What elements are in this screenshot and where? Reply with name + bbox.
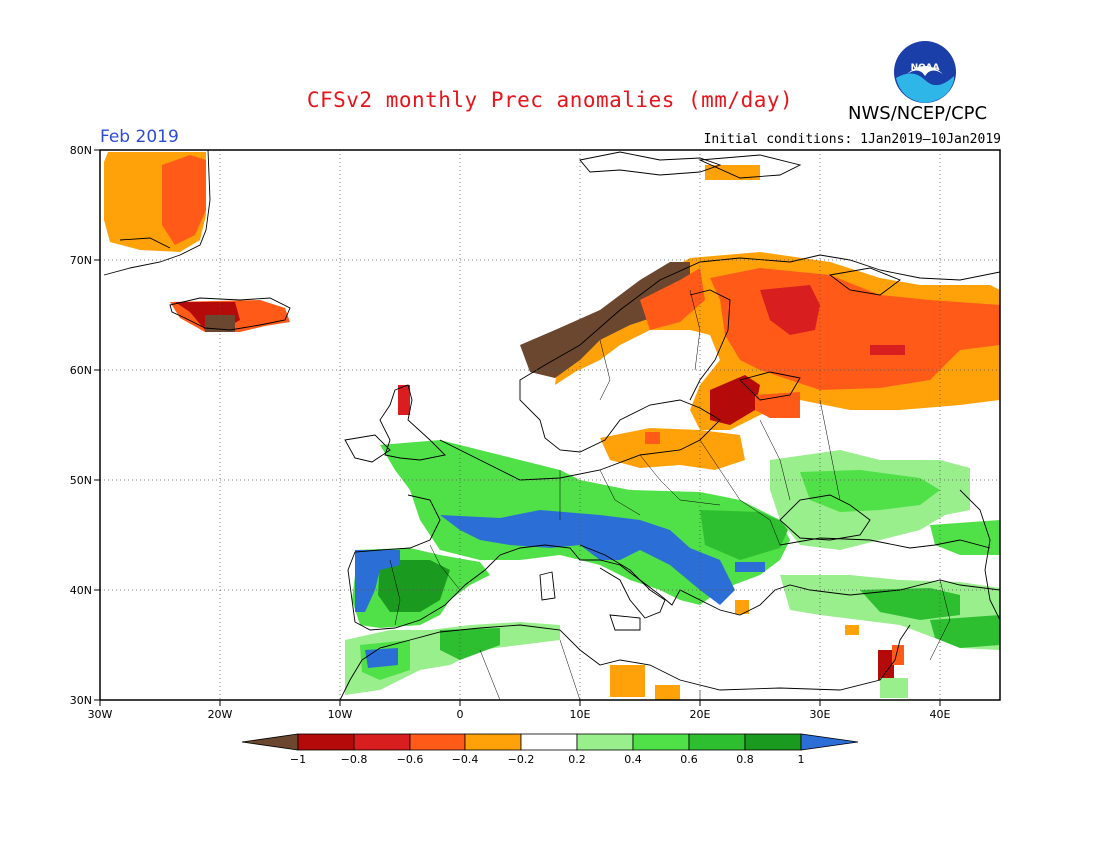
region-levant-dry (878, 650, 894, 680)
lon-tick-0: 0 (457, 708, 464, 721)
colorbar-swatch-3 (409, 733, 466, 751)
region-levant (930, 615, 1000, 648)
colorbar-swatch-gt-1 (800, 733, 859, 751)
lon-tick-30w: 30W (88, 708, 113, 721)
region-crete-dry (845, 625, 859, 635)
colorbar-label-9: 1 (798, 753, 805, 766)
colorbar-swatch-2 (353, 733, 411, 751)
colorbar-swatch-7 (632, 733, 690, 751)
region-iberia-blue (355, 550, 400, 612)
region-iceland-dry (205, 315, 235, 332)
lat-tick-labels: 80N 70N 60N 50N 40N 30N (70, 144, 92, 707)
region-balkan-blue (735, 562, 765, 572)
lon-tick-20w: 20W (208, 708, 233, 721)
region-algeria (440, 628, 500, 660)
chart-title: CFSv2 monthly Prec anomalies (mm/day) (306, 88, 794, 112)
axis-ticks (94, 149, 941, 706)
region-libya-dry-2 (655, 685, 680, 700)
lon-tick-30e: 30E (810, 708, 831, 721)
initial-conditions: Initial conditions: 1Jan2019–10Jan2019 (703, 132, 1001, 147)
coastlines (103, 150, 1000, 700)
region-russia-dark (760, 285, 820, 335)
colorbar-label-0: −1 (290, 753, 306, 766)
lat-tick-30n: 30N (70, 694, 92, 707)
region-greece-dry (735, 600, 749, 614)
region-turkey-core (860, 588, 960, 620)
region-germany-red (645, 432, 660, 444)
colorbar-label-3: −0.4 (452, 753, 479, 766)
colorbar-swatch-lt-1 (241, 733, 299, 751)
lon-tick-labels: 30W 20W 10W 0 10E 20E 30E 40E (88, 708, 951, 721)
map-frame (99, 149, 1001, 701)
colorbar-swatch-1 (297, 733, 355, 751)
lat-tick-40n: 40N (70, 584, 92, 597)
lon-tick-10w: 10W (328, 708, 353, 721)
region-norway-red (640, 268, 705, 330)
lat-tick-50n: 50N (70, 474, 92, 487)
lon-tick-10e: 10E (570, 708, 591, 721)
region-germany-poland (600, 428, 745, 470)
lat-tick-60n: 60N (70, 364, 92, 377)
region-uk-dry (398, 385, 410, 415)
colorbar-swatch-8 (688, 733, 746, 751)
region-morocco-blue (365, 648, 398, 668)
colorbar-swatch-5 (520, 733, 578, 751)
colorbar-label-6: 0.4 (624, 753, 642, 766)
region-baltic-red (755, 392, 800, 418)
colorbar-label-1: −0.8 (341, 753, 368, 766)
region-north-africa (345, 622, 560, 695)
anomaly-fields (104, 152, 1000, 700)
region-iberia-core (378, 560, 450, 612)
colorbar-label-5: 0.2 (568, 753, 586, 766)
colorbar-label-7: 0.6 (680, 753, 698, 766)
forecast-month: Feb 2019 (100, 127, 179, 147)
colorbar-label-4: −0.2 (508, 753, 535, 766)
region-balkan-green (700, 510, 790, 560)
lat-tick-80n: 80N (70, 144, 92, 157)
region-ukraine-core (800, 470, 940, 512)
lon-tick-20e: 20E (690, 708, 711, 721)
region-norway-coast (520, 262, 690, 378)
colorbar-swatch-6 (576, 733, 634, 751)
agency-label: NWS/NCEP/CPC (848, 103, 988, 124)
logo-text: NOAA (911, 63, 940, 73)
colorbar (241, 733, 859, 751)
colorbar-label-2: −0.6 (397, 753, 424, 766)
colorbar-swatch-4 (464, 733, 522, 751)
colorbar-label-8: 0.8 (736, 753, 754, 766)
region-alps-italy (440, 510, 735, 605)
region-egypt-green (880, 678, 908, 698)
colorbar-labels: −1 −0.8 −0.6 −0.4 −0.2 0.2 0.4 0.6 0.8 1 (290, 753, 805, 766)
lat-tick-70n: 70N (70, 254, 92, 267)
region-greenland-east-core (162, 155, 206, 245)
colorbar-swatch-9 (744, 733, 802, 751)
noaa-logo-icon: NOAA (894, 41, 956, 103)
region-russia-dark-2 (870, 345, 905, 355)
lon-tick-40e: 40E (930, 708, 951, 721)
region-libya-dry (610, 665, 645, 697)
